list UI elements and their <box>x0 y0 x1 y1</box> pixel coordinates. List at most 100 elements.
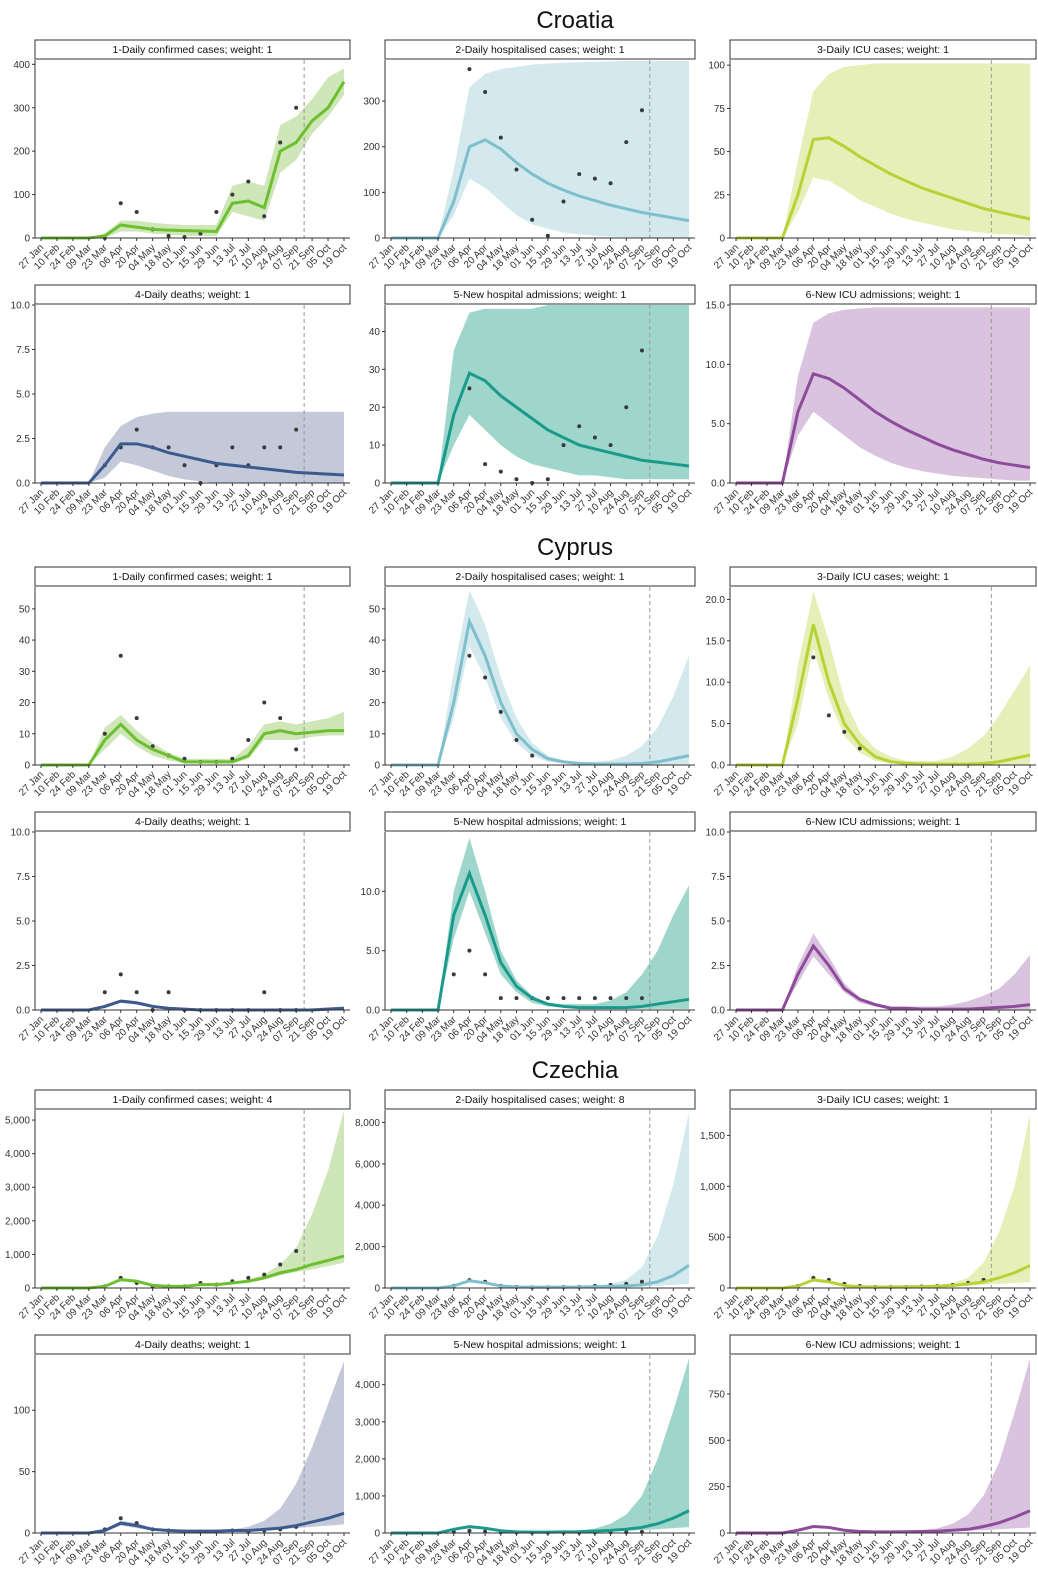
y-tick-label: 30 <box>369 365 381 376</box>
y-tick-label: 50 <box>714 147 726 158</box>
y-tick-label: 2,000 <box>355 1454 380 1465</box>
observation <box>639 348 644 353</box>
panel-title: 1-Daily confirmed cases; weight: 1 <box>113 44 273 56</box>
strip <box>384 1334 696 1355</box>
panel-title: 1-Daily confirmed cases; weight: 4 <box>113 1094 273 1106</box>
observation <box>592 996 597 1001</box>
y-tick-label: 5.0 <box>16 390 30 401</box>
y-tick-label: 0 <box>24 761 30 772</box>
panel-title: 3-Daily ICU cases; weight: 1 <box>817 44 949 56</box>
y-tick-label: 200 <box>363 142 380 153</box>
observation <box>545 996 550 1001</box>
observation <box>530 217 535 222</box>
y-tick-label: 20 <box>19 698 31 709</box>
strip <box>384 39 696 60</box>
y-tick-label: 0 <box>719 1284 725 1295</box>
observation <box>278 140 283 145</box>
strip <box>729 1089 1037 1110</box>
observation <box>498 709 503 714</box>
y-tick-label: 3,000 <box>355 1417 380 1428</box>
observation <box>467 1528 472 1533</box>
y-tick-label: 10 <box>369 729 381 740</box>
observation <box>561 199 566 204</box>
observation <box>134 209 139 214</box>
strip <box>729 39 1037 60</box>
y-tick-label: 2.5 <box>711 961 725 972</box>
observation <box>608 996 613 1001</box>
observation <box>467 948 472 953</box>
observation <box>608 443 613 448</box>
observation <box>118 201 123 206</box>
y-tick-label: 6,000 <box>355 1159 380 1170</box>
observation <box>514 738 519 743</box>
observation <box>483 462 488 467</box>
y-tick-label: 7.5 <box>16 345 30 356</box>
observation <box>102 990 107 995</box>
fit-line <box>41 442 345 485</box>
strip <box>34 39 351 60</box>
y-tick-label: 100 <box>13 190 30 201</box>
fit-line <box>391 616 690 767</box>
y-tick-label: 250 <box>708 1482 725 1493</box>
y-tick-label: 100 <box>13 1406 30 1417</box>
panel-title: 3-Daily ICU cases; weight: 1 <box>817 1094 949 1106</box>
observation <box>230 445 235 450</box>
panel-title: 4-Daily deaths; weight: 1 <box>135 816 250 828</box>
observation <box>639 996 644 1001</box>
panel-title: 3-Daily ICU cases; weight: 1 <box>817 571 949 583</box>
fit-line <box>391 1509 690 1535</box>
y-tick-label: 0.0 <box>711 1006 725 1017</box>
y-tick-label: 0 <box>719 234 725 245</box>
observation <box>166 445 171 450</box>
observation <box>262 990 267 995</box>
y-tick-label: 0.0 <box>366 1006 380 1017</box>
observation <box>198 231 203 236</box>
y-tick-label: 0 <box>374 1284 380 1295</box>
y-tick-label: 4,000 <box>355 1380 380 1391</box>
y-tick-label: 20 <box>369 403 381 414</box>
y-tick-label: 1,000 <box>355 1491 380 1502</box>
y-tick-label: 10.0 <box>361 887 381 898</box>
ribbon <box>41 1110 344 1288</box>
ribbon <box>41 411 344 483</box>
y-tick-label: 75 <box>714 104 726 115</box>
observation <box>262 1272 267 1277</box>
fit-line <box>736 136 1031 240</box>
y-tick-label: 10 <box>19 729 31 740</box>
observation <box>592 176 597 181</box>
ribbon <box>391 1358 689 1533</box>
fit-line <box>391 371 690 485</box>
y-tick-label: 0.0 <box>16 479 30 490</box>
fit-line <box>41 722 344 767</box>
y-tick-label: 5.0 <box>711 917 725 928</box>
observation <box>118 972 123 977</box>
fit-line <box>736 623 1031 767</box>
observation <box>246 1275 251 1280</box>
y-tick-label: 2,000 <box>5 1216 30 1227</box>
observation <box>639 108 644 113</box>
ribbon <box>41 68 344 239</box>
observation <box>262 214 267 219</box>
observation <box>811 655 816 660</box>
y-tick-label: 50 <box>369 604 381 615</box>
panel-title: 6-New ICU admissions; weight: 1 <box>806 289 961 301</box>
observation <box>857 746 862 751</box>
country-title: Croatia <box>536 7 614 34</box>
fit-line <box>41 80 346 240</box>
fit-line <box>736 371 1031 485</box>
ribbon <box>736 63 1030 238</box>
observation <box>498 469 503 474</box>
observation <box>118 1516 123 1521</box>
observation <box>294 747 299 752</box>
observation <box>483 89 488 94</box>
y-tick-label: 750 <box>708 1389 725 1400</box>
strip <box>34 284 351 305</box>
y-tick-label: 10 <box>369 441 381 452</box>
observation <box>182 463 187 468</box>
observation <box>842 729 847 734</box>
y-tick-label: 30 <box>369 667 381 678</box>
strip <box>729 1334 1037 1355</box>
strip <box>384 566 696 587</box>
ribbon <box>391 837 689 1010</box>
